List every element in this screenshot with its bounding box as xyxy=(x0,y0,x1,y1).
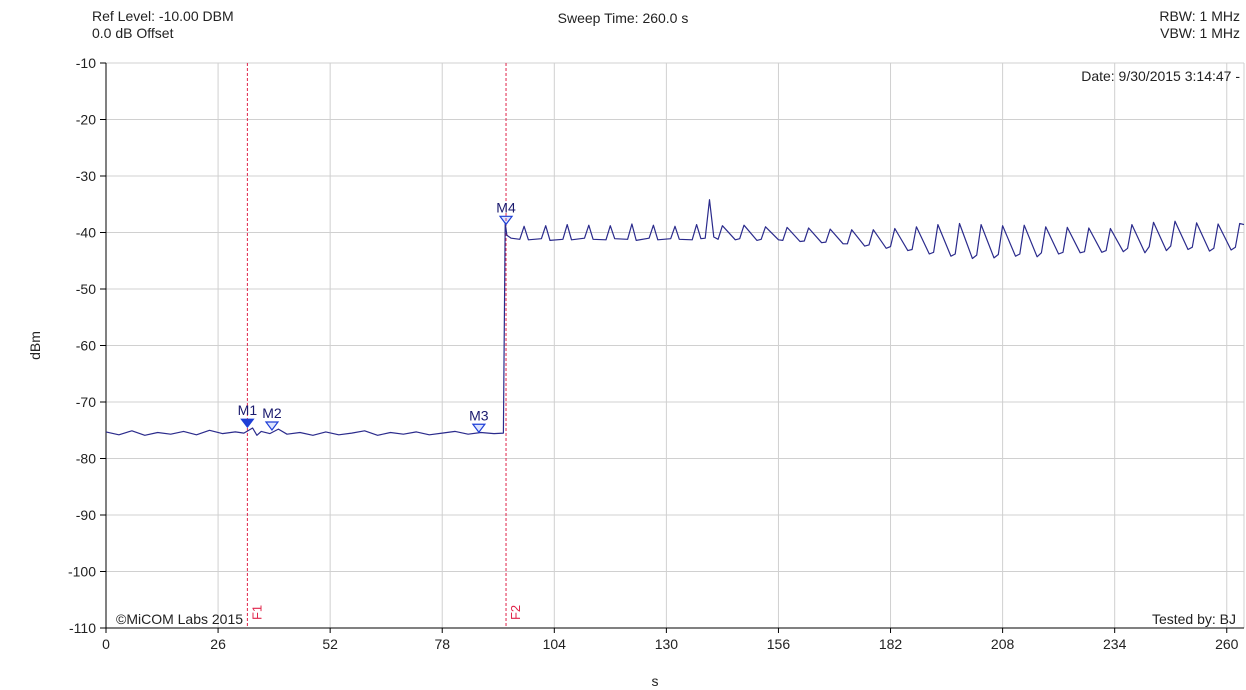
ref-level-label: Ref Level: -10.00 DBM xyxy=(92,8,234,24)
x-ticks: 0 26 52 78 104 130 156 182 208 234 260 xyxy=(102,628,1239,652)
frequency-line-label: F2 xyxy=(508,605,523,620)
marker-label: M1 xyxy=(238,402,258,418)
markers: M1 M2 M3 M4 xyxy=(238,199,516,434)
x-tick-label: 52 xyxy=(322,636,338,652)
x-tick-label: 130 xyxy=(655,636,679,652)
x-axis-label: s xyxy=(652,673,659,689)
y-tick-label: -80 xyxy=(76,451,96,467)
marker-triangle xyxy=(240,418,255,429)
tested-by-annotation: Tested by: BJ xyxy=(1152,611,1236,627)
y-tick-label: -50 xyxy=(76,281,96,297)
rbw-label: RBW: 1 MHz xyxy=(1159,8,1240,24)
y-tick-label: -40 xyxy=(76,225,96,241)
y-ticks: -10 -20 -30 -40 -50 -60 -70 -80 -90 -100 -110 xyxy=(68,55,106,636)
y-tick-label: -110 xyxy=(69,620,96,636)
frequency-lines: F1 F2 xyxy=(246,63,523,628)
marker-label: M4 xyxy=(496,199,516,215)
offset-label: 0.0 dB Offset xyxy=(92,25,174,41)
traces xyxy=(105,199,1245,436)
y-tick-label: -100 xyxy=(68,564,96,580)
y-tick-label: -60 xyxy=(76,338,96,354)
x-tick-label: 156 xyxy=(767,636,791,652)
x-tick-label: 260 xyxy=(1215,636,1239,652)
x-tick-label: 104 xyxy=(543,636,567,652)
trace-line xyxy=(105,199,1245,436)
x-tick-label: 182 xyxy=(879,636,903,652)
vbw-label: VBW: 1 MHz xyxy=(1160,25,1240,41)
grid xyxy=(106,62,1245,628)
marker-label: M2 xyxy=(262,405,282,421)
sweep-time-label: Sweep Time: 260.0 s xyxy=(557,10,689,26)
marker-label: M3 xyxy=(469,407,489,423)
date-annotation: Date: 9/30/2015 3:14:47 - xyxy=(1081,68,1240,84)
x-tick-label: 234 xyxy=(1103,636,1127,652)
marker-triangle xyxy=(498,215,514,226)
x-tick-label: 78 xyxy=(434,636,450,652)
y-tick-label: -20 xyxy=(76,112,96,128)
marker-triangle xyxy=(264,421,280,431)
copyright-annotation: ©MiCOM Labs 2015 xyxy=(116,611,243,627)
frequency-line-label: F1 xyxy=(249,605,264,620)
y-tick-label: -30 xyxy=(76,168,96,184)
y-tick-label: -10 xyxy=(76,55,96,71)
x-tick-label: 208 xyxy=(991,636,1015,652)
y-axis-label: dBm xyxy=(27,331,43,360)
y-tick-label: -70 xyxy=(76,394,96,410)
marker-triangle xyxy=(471,423,487,434)
x-tick-label: 26 xyxy=(210,636,226,652)
x-tick-label: 0 xyxy=(102,636,110,652)
y-tick-label: -90 xyxy=(76,507,96,523)
